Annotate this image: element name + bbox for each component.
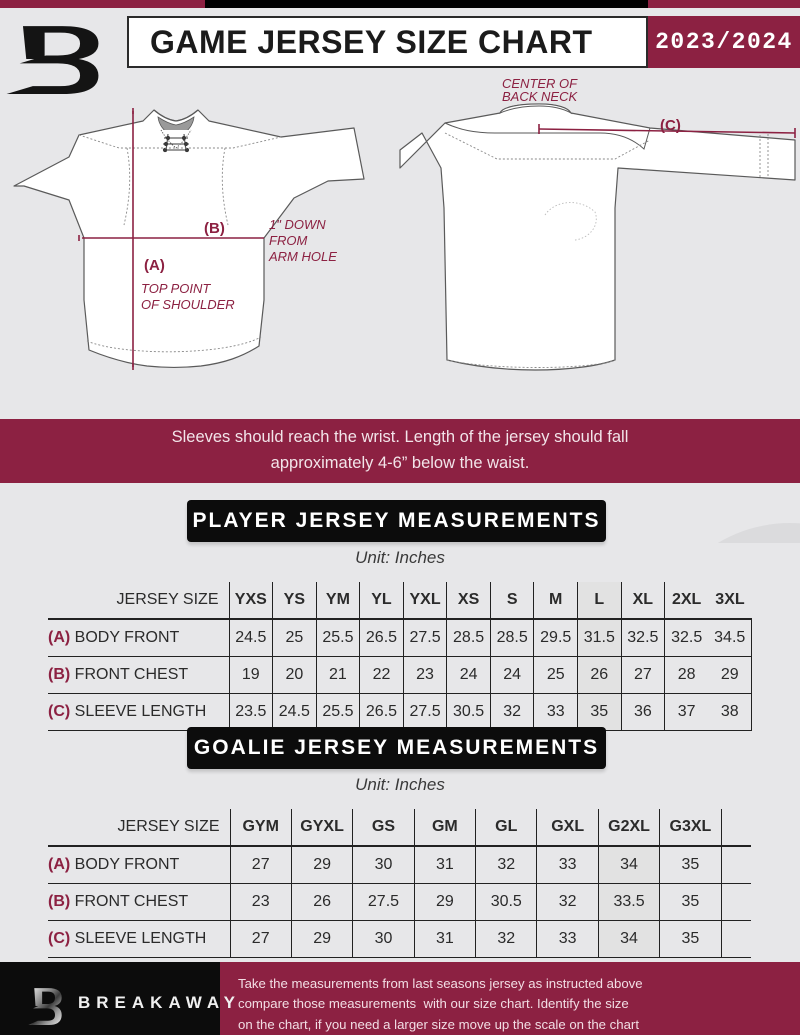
svg-text:(B): (B)	[204, 220, 225, 237]
svg-text:ARM HOLE: ARM HOLE	[268, 249, 337, 264]
svg-text:TOP POINT: TOP POINT	[141, 281, 211, 296]
svg-text:FROM: FROM	[269, 233, 307, 248]
svg-text:BACK NECK: BACK NECK	[502, 89, 578, 104]
svg-text:(A): (A)	[144, 257, 165, 274]
svg-text:(C): (C)	[660, 117, 681, 134]
svg-text:1" DOWN: 1" DOWN	[269, 217, 326, 232]
svg-text:OF SHOULDER: OF SHOULDER	[141, 297, 235, 312]
